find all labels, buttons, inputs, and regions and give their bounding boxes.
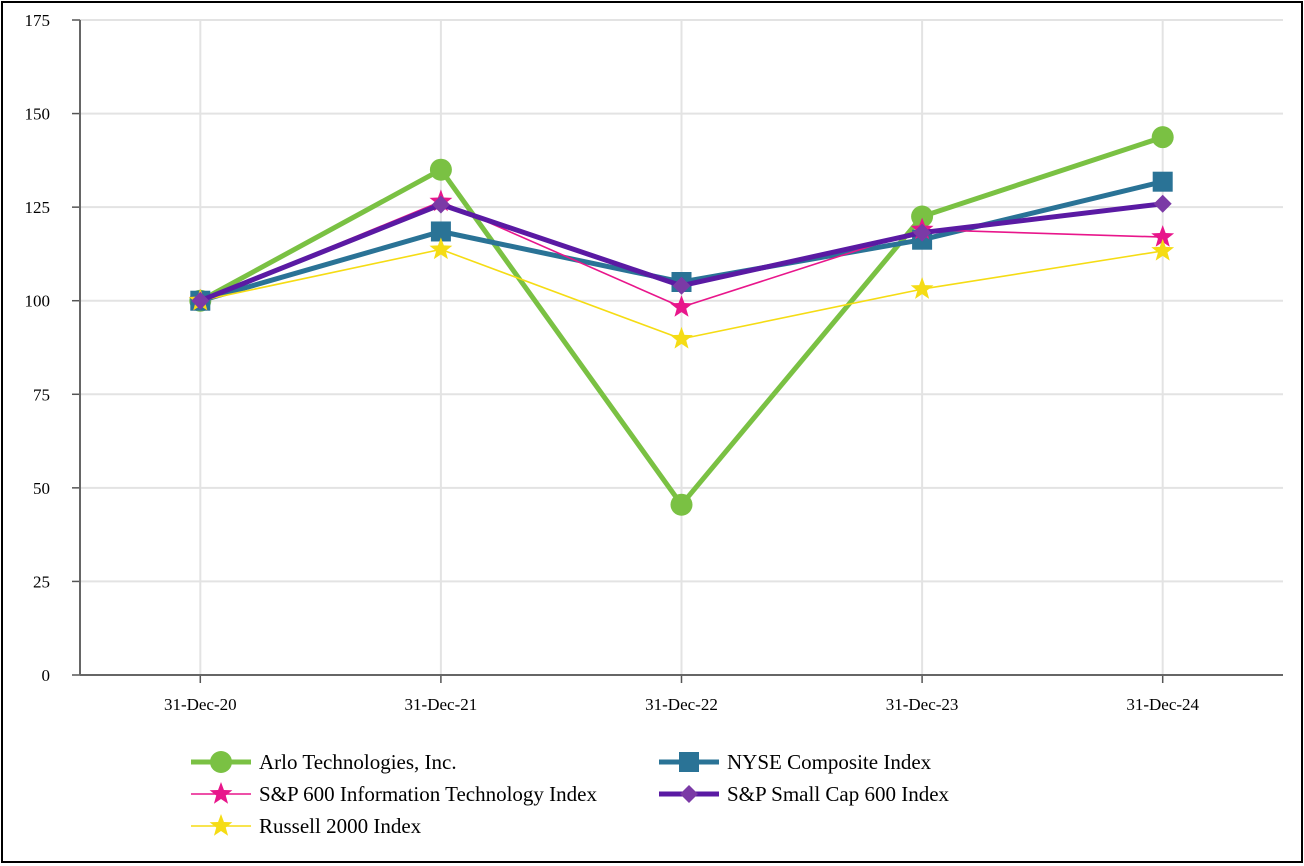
y-tick-label: 150	[25, 105, 51, 124]
y-tick-label: 75	[33, 385, 50, 404]
data-point	[910, 277, 934, 299]
data-point	[429, 237, 453, 260]
data-point	[911, 205, 934, 228]
y-tick-label: 0	[42, 666, 51, 685]
x-tick-label: 31-Dec-23	[886, 695, 959, 714]
data-point	[431, 195, 450, 214]
data-point	[430, 221, 451, 242]
legend-label: Arlo Technologies, Inc.	[259, 750, 457, 774]
data-point	[191, 291, 210, 310]
legend-item: Arlo Technologies, Inc.	[191, 750, 457, 774]
legend-label: S&P 600 Information Technology Index	[259, 782, 597, 806]
data-point	[1151, 126, 1174, 149]
data-point	[672, 276, 691, 295]
series-lines	[188, 126, 1175, 516]
legend-label: NYSE Composite Index	[727, 750, 932, 774]
x-tick-label: 31-Dec-22	[645, 695, 718, 714]
legend-item: NYSE Composite Index	[659, 750, 932, 774]
x-tick-label: 31-Dec-24	[1126, 695, 1199, 714]
y-tick-label: 25	[33, 572, 50, 591]
grid	[80, 19, 1283, 675]
data-point	[1151, 225, 1175, 247]
legend-item: S&P 600 Information Technology Index	[191, 782, 597, 806]
legend-swatch-marker	[209, 814, 233, 836]
series-4	[191, 194, 1172, 310]
data-point	[429, 158, 452, 181]
data-point	[1152, 171, 1173, 192]
data-point	[913, 223, 932, 242]
y-tick-label: 50	[33, 479, 50, 498]
x-tick-label: 31-Dec-20	[164, 695, 237, 714]
y-tick-label: 100	[25, 292, 51, 311]
legend: Arlo Technologies, Inc. NYSE Composite In…	[191, 750, 950, 838]
data-point	[670, 295, 693, 317]
y-tick-label: 175	[25, 11, 51, 30]
y-tick-label: 125	[25, 198, 51, 217]
data-point	[1151, 238, 1175, 261]
data-point	[670, 326, 693, 349]
line-chart: 0 25 50 75 100 125 150 175 31-Dec-20 31-Dec-21 31-…	[25, 11, 1283, 838]
legend-swatch-marker	[680, 785, 698, 803]
legend-swatch-marker	[679, 752, 699, 772]
legend-swatch-marker	[210, 751, 232, 773]
legend-label: Russell 2000 Index	[259, 814, 422, 838]
legend-item: S&P Small Cap 600 Index	[659, 782, 950, 806]
x-tick-label: 31-Dec-21	[405, 695, 478, 714]
data-point	[670, 493, 693, 516]
legend-swatch-marker	[209, 782, 233, 804]
legend-item: Russell 2000 Index	[191, 814, 422, 838]
data-point	[1153, 194, 1172, 213]
legend-label: S&P Small Cap 600 Index	[727, 782, 950, 806]
axes: 0 25 50 75 100 125 150 175 31-Dec-20 31-Dec-21 31-…	[25, 11, 1283, 714]
